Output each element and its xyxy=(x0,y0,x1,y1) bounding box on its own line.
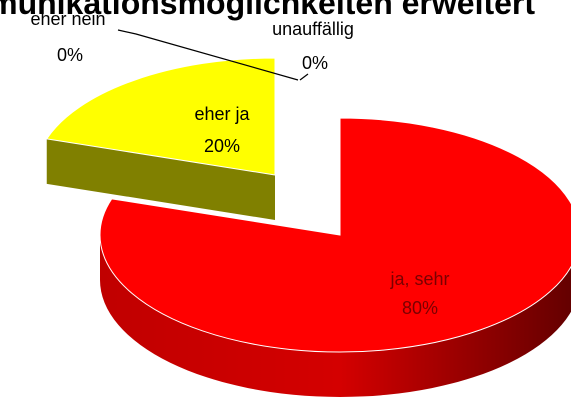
slice-label: eher nein xyxy=(30,9,105,29)
chart-title: Kommunikationsmöglichkeiten erweitert xyxy=(0,0,535,21)
slice-top xyxy=(45,57,276,176)
leader-line xyxy=(299,73,309,81)
slice-label: eher ja xyxy=(194,104,250,124)
slice-face xyxy=(46,138,276,220)
slice xyxy=(99,117,571,397)
pie xyxy=(45,57,571,397)
slice-label: unauffällig xyxy=(272,19,354,39)
slice-value-label: 20% xyxy=(204,136,240,156)
slice-value-label: 0% xyxy=(302,53,328,73)
slice-value-label: 80% xyxy=(402,298,438,318)
leader-line xyxy=(117,29,299,81)
slice-value-label: 0% xyxy=(57,45,83,65)
slice-top xyxy=(99,117,571,353)
slice xyxy=(45,57,276,220)
slice-side xyxy=(100,235,571,397)
slice-label: ja, sehr xyxy=(389,269,449,289)
